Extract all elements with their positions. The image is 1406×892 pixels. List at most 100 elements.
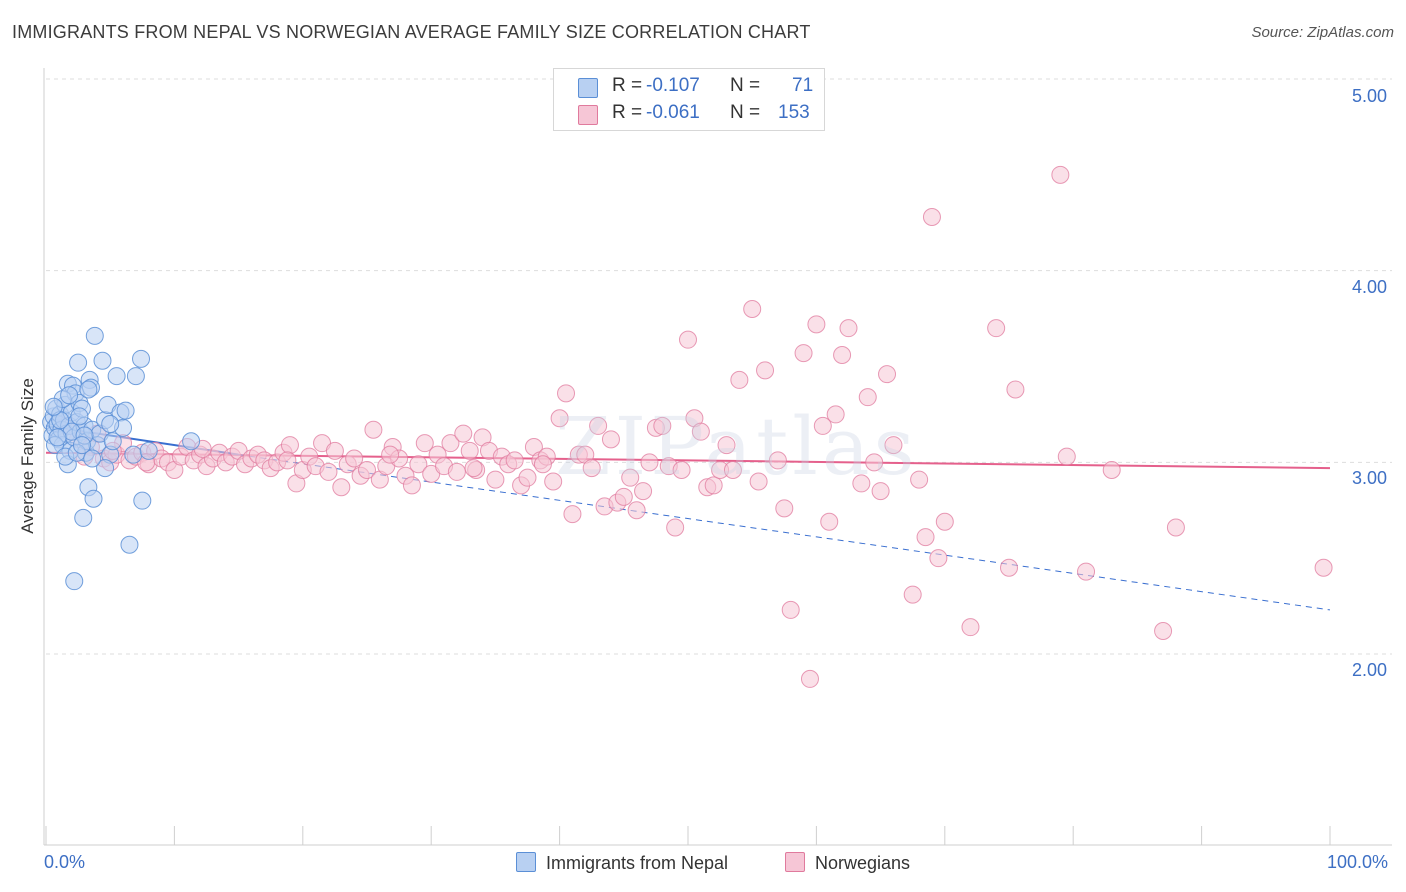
norwegians-point-121 [871, 482, 890, 501]
norwegians-point-58 [441, 434, 460, 453]
norwegians-point-95 [679, 330, 697, 349]
norwegians-point-65 [486, 470, 505, 489]
nepal-point-65 [139, 441, 158, 460]
nepal-point-46 [120, 535, 139, 554]
norwegians-point-107 [768, 451, 787, 470]
norwegians-point-87 [627, 501, 646, 520]
legend-item-nepal: Immigrants from Nepal [516, 852, 728, 874]
norwegians-point-135 [1057, 447, 1076, 466]
norwegians-point-117 [839, 319, 858, 338]
norwegians-point-138 [1154, 622, 1173, 640]
norwegians-point-83 [601, 430, 620, 449]
norwegians-point-137 [1102, 461, 1121, 479]
norwegians-point-43 [345, 449, 364, 468]
nepal-point-66 [182, 432, 201, 451]
nepal-point-21 [69, 353, 88, 372]
norwegians-point-60 [454, 424, 473, 443]
norwegians-point-112 [807, 315, 826, 334]
norwegians-point-74 [544, 472, 563, 491]
norwegians-point-70 [518, 468, 537, 487]
norwegians-point-97 [691, 422, 710, 441]
norwegians-point-136 [1077, 562, 1096, 581]
norwegians-point-132 [1000, 558, 1018, 577]
nepal-point-70 [44, 397, 63, 416]
y-tick-label-5: 5.00 [1352, 86, 1388, 106]
norwegians-point-108 [775, 499, 794, 518]
norwegians-point-39 [319, 462, 338, 481]
norwegians-point-123 [884, 436, 903, 455]
norwegians-point-124 [903, 585, 922, 604]
nepal-trend-line-extrapolated [238, 454, 1331, 611]
y-tick-label-4: 4.00 [1352, 277, 1388, 297]
norwegians-point-129 [935, 512, 954, 531]
norwegians-point-86 [621, 468, 640, 487]
chart-title: IMMIGRANTS FROM NEPAL VS NORWEGIAN AVERA… [12, 22, 811, 42]
nepal-point-55 [96, 459, 115, 478]
norwegians-point-147 [464, 459, 483, 478]
norwegians-point-77 [563, 505, 582, 524]
nepal-n-value: 71 [792, 75, 814, 96]
norwegians-n-value: 153 [778, 102, 810, 123]
nepal-point-25 [74, 508, 93, 527]
nepal-point-47 [124, 445, 143, 464]
norwegians-point-130 [961, 618, 980, 637]
nepal-point-41 [103, 432, 122, 451]
nepal-point-48 [126, 367, 145, 386]
norwegians-point-75 [550, 409, 569, 428]
norwegians-point-80 [582, 459, 601, 478]
norwegians-point-46 [364, 420, 383, 439]
y-axis-label: Average Family Size [18, 378, 37, 534]
nepal-point-53 [79, 380, 98, 399]
norwegians-point-89 [640, 453, 659, 472]
norwegians-point-115 [826, 405, 845, 424]
norwegians-point-104 [743, 300, 762, 318]
stats-box: R = -0.107 N = 71 R = -0.061 N = 153 [553, 68, 825, 131]
norwegians-point-93 [666, 518, 685, 537]
norwegians-point-59 [447, 462, 466, 481]
norwegians-point-53 [409, 455, 428, 474]
norwegians-point-116 [833, 346, 852, 364]
norwegians-point-140 [1314, 558, 1333, 577]
norwegians-point-125 [910, 470, 929, 489]
nepal-point-34 [85, 326, 104, 345]
axes [43, 68, 1392, 846]
norwegians-point-91 [653, 416, 672, 435]
y-tick-label-2: 2.00 [1352, 660, 1388, 680]
legend-norwegians-swatch [785, 852, 805, 872]
norwegians-point-45 [358, 461, 376, 479]
norwegians-point-128 [929, 549, 948, 568]
x-tick-label-max: 100.0% [1327, 852, 1389, 872]
legend-item-norwegians: Norwegians [785, 852, 910, 874]
norwegians-point-85 [614, 487, 633, 506]
norwegians-point-102 [723, 461, 742, 479]
watermark: ZIPatlas [555, 400, 919, 493]
norwegians-point-113 [813, 416, 832, 435]
nepal-point-64 [101, 415, 120, 433]
y-tick-label-3: 3.00 [1352, 468, 1388, 488]
norwegians-point-139 [1166, 518, 1185, 537]
nepal-swatch [578, 78, 598, 98]
nepal-points [42, 326, 201, 591]
nepal-point-67 [72, 436, 91, 455]
norwegians-point-103 [730, 370, 749, 389]
norwegians-point-76 [557, 384, 576, 403]
norwegians-point-99 [704, 476, 723, 495]
nepal-point-33 [84, 489, 103, 508]
nepal-point-63 [48, 428, 67, 447]
norwegians-point-41 [332, 478, 351, 497]
nepal-r-value: -0.107 [646, 75, 700, 96]
nepal-point-51 [65, 572, 84, 591]
norwegians-point-68 [505, 451, 524, 470]
nepal-point-69 [83, 449, 102, 468]
norwegians-r-value: -0.061 [646, 102, 700, 123]
norwegians-point-120 [865, 453, 884, 472]
x-tick-label-min: 0.0% [44, 852, 86, 872]
norwegians-point-119 [858, 388, 877, 407]
legend-nepal-label: Immigrants from Nepal [546, 853, 729, 873]
norwegians-point-146 [381, 445, 400, 464]
nepal-point-68 [60, 386, 79, 405]
norwegians-point-106 [756, 361, 775, 380]
nepal-r-label: R = [612, 75, 643, 96]
norwegians-point-105 [749, 472, 768, 491]
norwegians-point-145 [278, 451, 297, 470]
